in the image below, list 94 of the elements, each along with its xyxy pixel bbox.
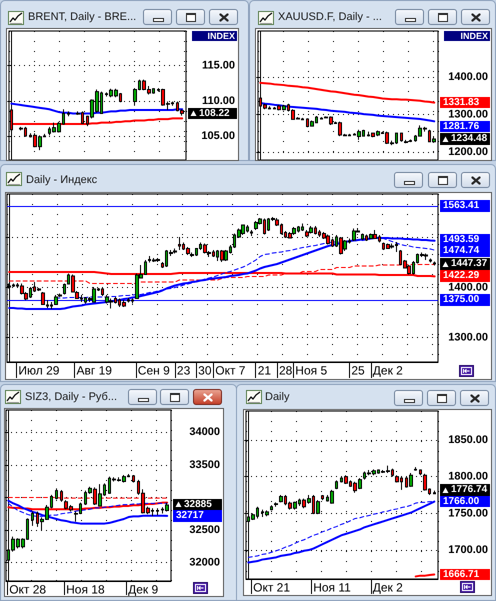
candlestick [254, 220, 258, 230]
candlestick [279, 494, 283, 503]
candlestick [361, 233, 364, 240]
data-label: 1474.74 [443, 245, 480, 257]
candlestick [335, 480, 338, 490]
x-tick-label: Дек 2 [372, 580, 404, 594]
y-tick-label: 1300.00 [448, 332, 488, 344]
x-tick-label: 28 [279, 364, 293, 378]
y-tick-label: 1750.00 [448, 507, 488, 520]
candlestick [156, 508, 159, 516]
candlestick [41, 292, 45, 306]
x-tick-label: Дек 2 [372, 364, 404, 378]
y-tick-label: 33500 [189, 458, 220, 471]
candlestick [292, 226, 296, 236]
candlestick [419, 468, 422, 476]
candlestick [250, 230, 253, 236]
x-tick-label: 25 [351, 364, 366, 378]
line-series [10, 102, 184, 114]
candlestick [186, 246, 190, 256]
y-tick-label: 1700.00 [448, 544, 488, 556]
y-tick-label: 110.00 [202, 94, 235, 107]
y-tick-label: 34000 [189, 426, 220, 438]
ref-line-label: 1375.00 [443, 294, 480, 306]
chart-title: Daily [265, 390, 290, 404]
line-series [259, 102, 436, 122]
x-tick-label: Окт 21 [253, 580, 290, 594]
x-tick-label: 30 [198, 364, 212, 378]
candlestick [301, 223, 304, 232]
x-tick-label: Дек 9 [128, 582, 158, 596]
chart-title: BRENT, Daily - BRE... [28, 10, 136, 24]
x-tick-label: Авг 19 [76, 364, 112, 378]
x-tick-label: Ноя 5 [295, 364, 328, 378]
chart-title: SIZ3, Daily - Руб... [25, 390, 117, 404]
candlestick [67, 110, 70, 117]
line-series [7, 500, 168, 525]
candlestick [309, 226, 313, 234]
y-tick-label: 1400.00 [448, 71, 488, 84]
text: 1234.48 [451, 133, 488, 145]
candlestick [369, 233, 373, 240]
data-label: 1331.83 [443, 96, 480, 108]
line-series [259, 82, 436, 104]
candlestick [274, 502, 278, 508]
text: 32885 [184, 498, 212, 510]
text: 108.22 [199, 108, 230, 120]
candlestick [265, 510, 269, 517]
x-tick-label: Сен 9 [138, 364, 170, 378]
y-tick-label: 32000 [189, 556, 220, 569]
candlestick [344, 474, 348, 484]
candlestick [241, 224, 245, 236]
x-tick-label: Июл 29 [18, 364, 60, 378]
candlestick [400, 132, 403, 142]
data-label: 1422.29 [443, 270, 480, 282]
candlestick [390, 243, 394, 249]
y-tick-label: 115.00 [202, 60, 235, 72]
chart-title: XAUUSD.F, Daily - ... [278, 10, 382, 24]
candlestick [409, 472, 413, 488]
data-label: 1493.59 [443, 234, 480, 246]
x-tick-label: 21 [258, 364, 272, 378]
candlestick [386, 243, 390, 250]
data-label: 1281.76 [443, 120, 480, 132]
x-tick-label: Ноя 11 [313, 580, 352, 594]
candlestick [343, 240, 347, 252]
x-tick-label: Окт 7 [215, 364, 246, 378]
candlestick [326, 234, 330, 245]
y-tick-label: 32500 [189, 524, 220, 536]
candlestick [173, 248, 177, 254]
y-tick-label: 1200.00 [448, 146, 488, 158]
y-tick-label: 1800.00 [448, 470, 488, 483]
y-axis-title: INDEX [460, 31, 488, 41]
text: 1447.37 [451, 258, 488, 270]
x-tick-label: Ноя 18 [66, 582, 105, 596]
candlestick [321, 494, 324, 501]
candlestick [424, 253, 428, 260]
chart-title: Daily - Индекс [26, 173, 98, 187]
data-label: 1766.00 [443, 496, 480, 508]
x-tick-label: Окт 28 [9, 582, 46, 596]
data-label: 1666.71 [443, 568, 480, 580]
candlestick [122, 300, 126, 308]
candlestick [310, 120, 314, 127]
ref-line-label: 1563.41 [443, 200, 480, 212]
candlestick [165, 502, 169, 512]
data-label: 32717 [176, 510, 204, 522]
candlestick [109, 298, 113, 309]
y-tick-label: 105.00 [201, 130, 235, 142]
candlestick [220, 250, 224, 262]
y-tick-label: 1300.00 [448, 108, 488, 121]
y-axis-title: INDEX [207, 31, 235, 41]
y-tick-label: 1850.00 [448, 434, 488, 446]
y-tick-label: 1400.00 [448, 282, 488, 294]
text: 1776.74 [451, 484, 488, 496]
candlestick [330, 489, 334, 504]
x-tick-label: 23 [176, 364, 191, 378]
line-series [8, 237, 436, 310]
candlestick [373, 230, 377, 240]
